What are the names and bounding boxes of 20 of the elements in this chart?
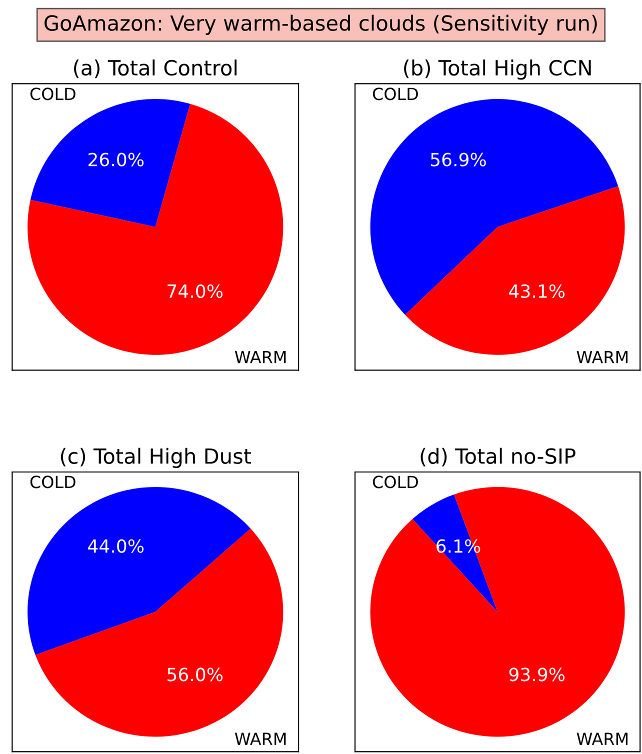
slice-label: COLD: [372, 476, 418, 488]
data-label: 43.1%: [509, 284, 565, 298]
chart-title: (c) Total High Dust: [60, 448, 252, 468]
slice-label: COLD: [30, 88, 76, 100]
slice-label: WARM: [234, 350, 286, 364]
chart-title: (d) Total no-SIP: [420, 448, 576, 466]
slice-label: COLD: [30, 476, 76, 488]
slice-label: WARM: [576, 350, 628, 364]
data-label: 74.0%: [168, 284, 223, 298]
slice-label: COLD: [372, 88, 418, 100]
data-label: 56.9%: [430, 152, 486, 166]
data-label: 93.9%: [509, 668, 565, 682]
data-label: 56.0%: [168, 668, 223, 682]
data-label: 44.0%: [88, 539, 144, 553]
chart-title: (a) Total Control: [74, 60, 237, 78]
data-label: 26.0%: [88, 152, 144, 166]
chart-title: (b) Total High CCN: [404, 60, 591, 80]
text: GoAmazon: Very warm-based clouds (Sensitivity run): [44, 14, 597, 35]
slice-label: WARM: [576, 732, 628, 745]
slice-label: WARM: [234, 732, 286, 745]
